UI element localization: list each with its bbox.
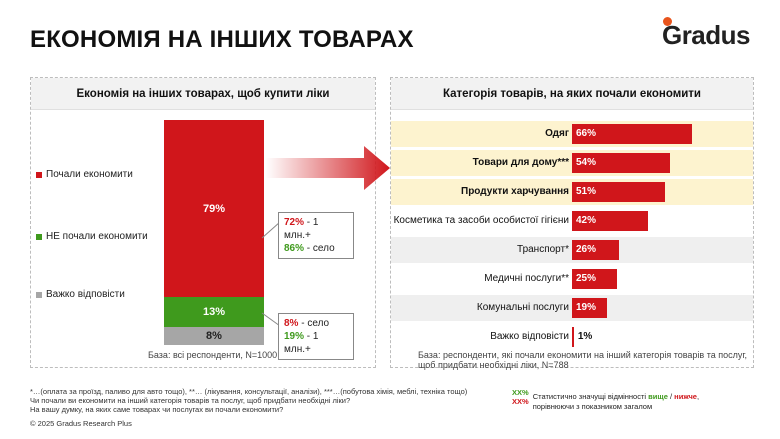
callout-value: 72%: [284, 217, 305, 228]
category-bar: [572, 298, 607, 318]
category-value-label: 66%: [576, 128, 597, 139]
logo-dot-icon: [662, 17, 672, 26]
category-row: Косметика та засоби особистої гігієни: [391, 208, 753, 234]
callout-text: - село: [304, 243, 335, 254]
bar-segment-hard-to-say: 8%: [164, 327, 264, 345]
category-value-label: 54%: [576, 157, 597, 168]
sig-suffix: ,: [696, 392, 700, 401]
callout-value: 86%: [284, 243, 305, 254]
legend-red-swatch: [36, 171, 42, 178]
category-label: Товари для дому***: [472, 157, 569, 168]
category-value-label: 51%: [576, 186, 597, 197]
gradus-logo: Gradus: [661, 17, 751, 51]
sig-higher-word: вище: [648, 392, 668, 401]
category-bar: [572, 240, 620, 260]
category-label: Комунальні послуги: [476, 302, 569, 313]
left-panel-title: Економія на інших товарах, щоб купити лі…: [31, 78, 375, 110]
footnote-definitions: *…(оплата за проїзд, паливо для авто тощ…: [30, 387, 468, 396]
callout-text: - 1 млн.+: [284, 331, 319, 355]
category-bar: [572, 124, 692, 144]
callout-value: 19%: [284, 331, 305, 342]
legend-label: Почали економити: [46, 169, 133, 180]
category-bar: [572, 182, 665, 202]
category-label: Важко відповісти: [490, 331, 569, 342]
category-bar: [572, 327, 574, 347]
category-label: Медичні послуги**: [484, 273, 569, 284]
category-value-label: 25%: [576, 273, 597, 284]
category-value-label: 19%: [576, 302, 597, 313]
sig-line2: порівнюючи з показником загалом: [532, 402, 653, 411]
significance-legend: XX% XX% Статистично значущі відмінності …: [512, 388, 699, 412]
category-bar: [572, 153, 671, 173]
category-label: Транспорт*: [517, 244, 569, 255]
legend-grey-swatch: [36, 291, 42, 298]
legend-label: Важко відповісти: [46, 289, 125, 300]
arrow-icon: [266, 146, 390, 190]
sig-lower-word: нижче: [674, 392, 697, 401]
legend-green-swatch: [36, 233, 42, 240]
sig-higher-marker: XX%: [512, 388, 529, 397]
category-bar: [572, 269, 618, 289]
callout-started-breakdown: 72% - 1 млн.+ 86% - село: [278, 212, 354, 259]
logo-text: Gradus: [661, 20, 751, 50]
legend-hard-to-say: Важко відповісти: [36, 289, 125, 300]
left-base-note: База: всі респонденти, N=1000: [148, 350, 278, 360]
category-label: Продукти харчування: [461, 186, 569, 197]
bar-segment-started: 79%: [164, 120, 264, 297]
category-value-label: 26%: [576, 244, 597, 255]
category-label: Косметика та засоби особистої гігієни: [393, 215, 569, 226]
sig-sep: /: [667, 392, 675, 401]
sig-lower-marker: XX%: [512, 397, 529, 406]
legend-label: НЕ почали економити: [46, 231, 148, 242]
callout-text: - село: [298, 318, 330, 329]
category-row: Медичні послуги**: [391, 266, 753, 292]
callout-not-started-breakdown: 8% - село 19% - 1 млн.+: [278, 313, 354, 360]
category-value-label: 42%: [576, 215, 597, 226]
copyright: © 2025 Gradus Research Plus: [30, 419, 132, 428]
footnote-question-1: Чи почали ви економити на інший категорі…: [30, 396, 351, 405]
right-base-note: База: респонденти, які почали економити …: [418, 350, 748, 370]
callout-text: - 1 млн.+: [284, 217, 319, 241]
category-value-label: 1%: [577, 331, 593, 342]
category-label: Одяг: [545, 128, 569, 139]
sig-text: Статистично значущі відмінності: [532, 392, 649, 401]
right-panel-title: Категорія товарів, на яких почали економ…: [391, 78, 753, 110]
footnote-question-2: На вашу думку, на яких саме товарах чи п…: [30, 405, 284, 414]
category-row: Важко відповісти: [391, 324, 753, 350]
legend-not-started: НЕ почали економити: [36, 231, 148, 242]
legend-started: Почали економити: [36, 169, 133, 180]
page-title: ЕКОНОМІЯ НА ІНШИХ ТОВАРАХ: [30, 26, 414, 53]
callout-value: 8%: [284, 318, 299, 329]
category-bar: [572, 211, 649, 231]
bar-segment-not-started: 13%: [164, 297, 264, 327]
